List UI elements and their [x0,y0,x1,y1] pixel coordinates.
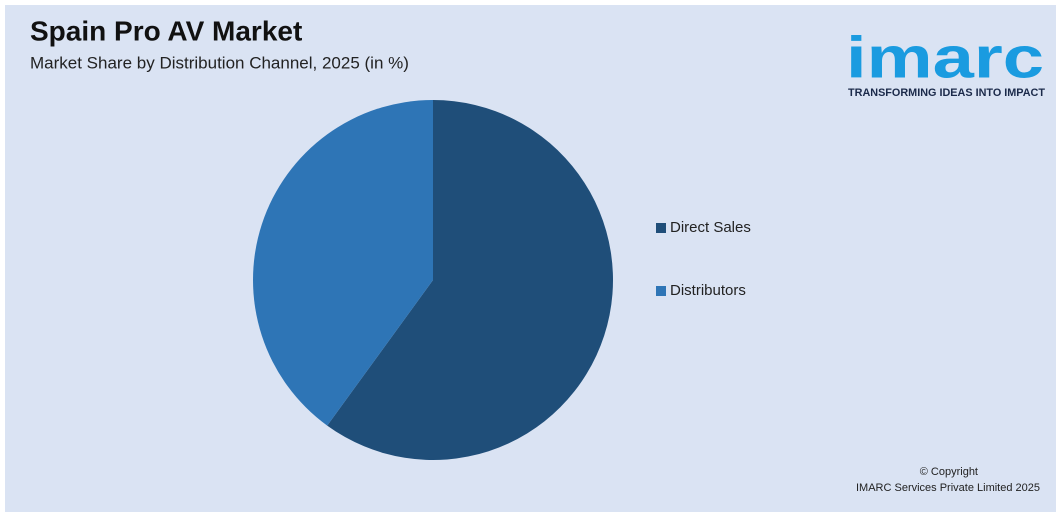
chart-subtitle: Market Share by Distribution Channel, 20… [30,53,409,72]
chart-title: Spain Pro AV Market [30,15,302,46]
legend-label: Distributors [670,282,746,299]
pie-slice [253,100,433,426]
copyright: © Copyright [920,466,978,478]
legend-swatch [656,223,666,233]
legend-swatch [656,286,666,296]
pie-slice [327,100,614,461]
copyright-company: IMARC Services Private Limited 2025 [856,482,1040,494]
logo: imarc [846,25,1044,90]
logo-tagline: TRANSFORMING IDEAS INTO IMPACT [848,87,1045,99]
legend-label: Direct Sales [670,219,751,236]
